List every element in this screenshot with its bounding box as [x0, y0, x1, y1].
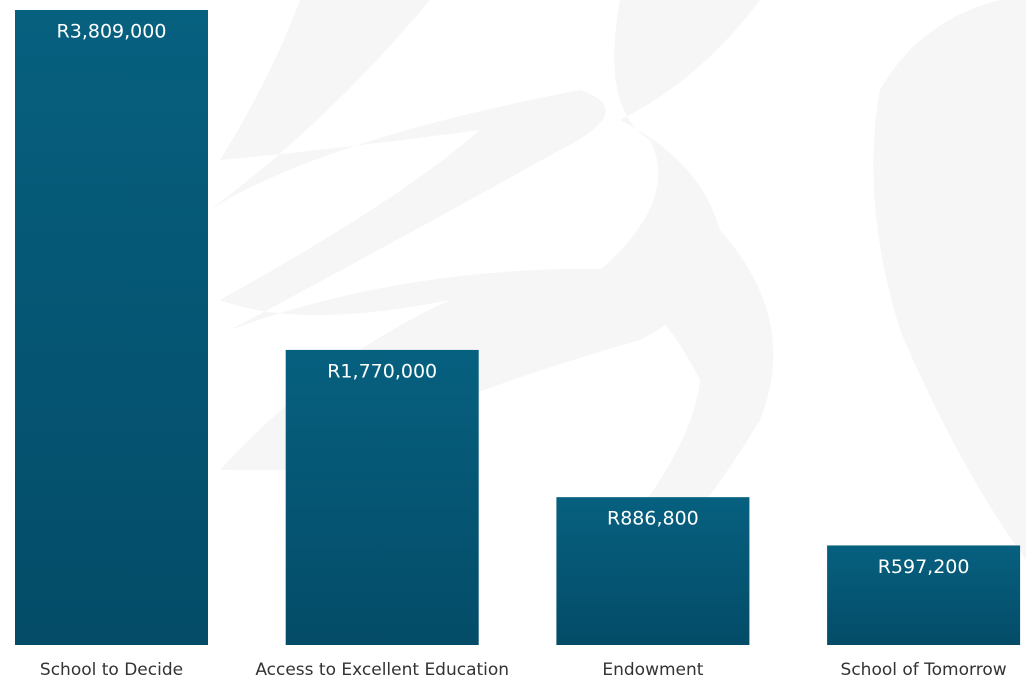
value-label: R1,770,000	[327, 360, 437, 382]
value-label: R886,800	[607, 508, 699, 530]
background-pattern	[210, 0, 1026, 600]
value-label: R597,200	[878, 556, 970, 578]
value-label: R3,809,000	[57, 21, 167, 43]
category-label: Access to Excellent Education	[255, 660, 509, 680]
category-label: School of Tomorrow	[841, 660, 1007, 680]
category-label: School to Decide	[40, 660, 183, 680]
bar	[285, 349, 479, 645]
bar	[827, 545, 1021, 645]
bar	[556, 497, 750, 645]
bar	[15, 10, 208, 645]
category-label: Endowment	[602, 660, 703, 680]
